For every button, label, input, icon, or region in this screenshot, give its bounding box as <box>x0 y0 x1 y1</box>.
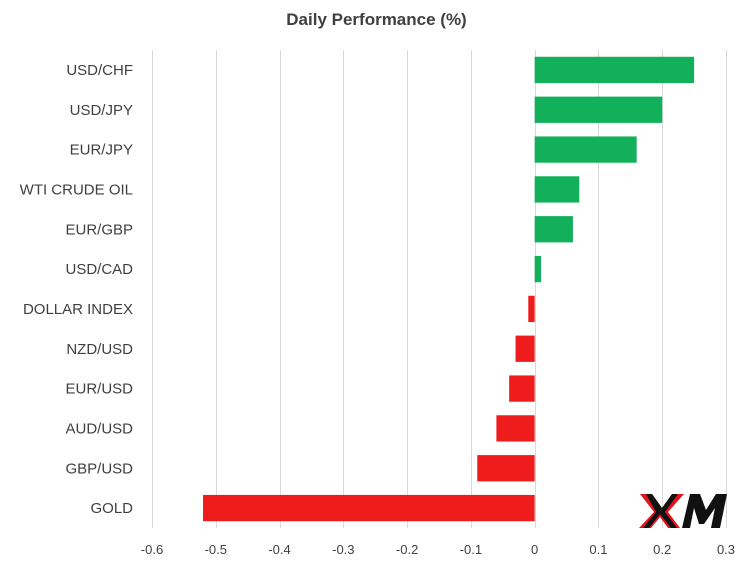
bar <box>203 494 535 522</box>
x-tick-label: -0.6 <box>141 542 163 557</box>
bar <box>528 295 535 323</box>
category-label: EUR/USD <box>65 381 133 398</box>
x-tick-label: 0 <box>531 542 538 557</box>
category-label: EUR/GBP <box>65 221 133 238</box>
bar <box>534 136 637 163</box>
category-label: EUR/JPY <box>70 142 133 159</box>
category-label: GBP/USD <box>65 460 133 477</box>
x-tick-label: 0.1 <box>589 542 607 557</box>
x-tick-label: 0.2 <box>653 542 671 557</box>
x-tick-label: -0.5 <box>205 542 227 557</box>
chart-title: Daily Performance (%) <box>286 10 467 29</box>
bar <box>534 176 580 203</box>
bar <box>534 96 663 123</box>
category-label: AUD/USD <box>65 420 133 437</box>
bar <box>496 415 535 442</box>
category-label: GOLD <box>90 500 133 517</box>
category-label: NZD/USD <box>66 341 133 358</box>
bar <box>534 216 573 243</box>
x-tick-label: -0.2 <box>396 542 418 557</box>
category-label: USD/CAD <box>65 261 133 278</box>
bar <box>509 375 535 402</box>
xm-logo: XM <box>639 494 727 528</box>
x-tick-label: 0.3 <box>717 542 735 557</box>
category-label: DOLLAR INDEX <box>23 301 133 318</box>
x-tick-label: -0.3 <box>332 542 354 557</box>
category-label: USD/CHF <box>66 62 133 79</box>
bar <box>477 455 535 482</box>
bar <box>534 56 695 84</box>
x-tick-label: -0.4 <box>268 542 290 557</box>
bar <box>534 255 542 283</box>
x-tick-label: -0.1 <box>460 542 482 557</box>
category-label: WTI CRUDE OIL <box>20 181 133 198</box>
bar <box>515 335 535 362</box>
category-label: USD/JPY <box>70 102 133 119</box>
